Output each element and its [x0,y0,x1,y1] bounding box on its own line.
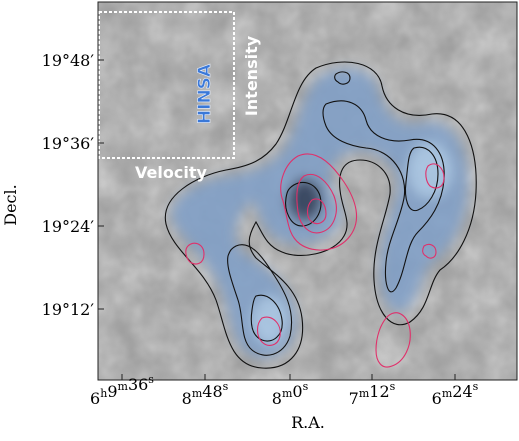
x-axis: 6h9m36s 8m48s 8m0s 7m12s 6m24s R.A. [90,373,479,432]
mid-contour-north [322,100,445,293]
y-tick-labels: 19°48′ 19°36′ 19°24′ 19°12′ [42,51,104,319]
dark-core-contour [285,181,322,227]
hinsa-contour-south [256,316,281,346]
y-tick-label: 19°48′ [42,51,95,70]
y-axis: Decl. 19°48′ 19°36′ 19°24′ 19°12′ [1,51,104,319]
hinsa-contour-east [425,163,445,189]
x-tick-label: 7m12s [349,380,396,408]
emission-peak-east [408,142,452,198]
x-tick-label: 8m0s [272,380,309,408]
outer-contour [164,61,477,369]
inset-hinsa-label: HINSA [195,63,215,124]
plot-frame [97,1,518,381]
hinsa-contour-southeast [375,312,411,368]
hinsa-contour-center-core [306,198,327,225]
y-tick-label: 19°36′ [42,134,95,153]
hinsa-contour-center-inner [296,174,337,234]
x-tick-labels: 6h9m36s 8m48s 8m0s 7m12s 6m24s [90,373,479,408]
inset-x-label: Velocity [135,163,207,182]
mid-contour-south [227,244,293,356]
y-tick-label: 19°12′ [42,300,95,319]
x-axis-label: R.A. [291,413,325,432]
inner-contour-east [404,146,439,212]
hinsa-contour-west [185,242,205,265]
map-area: HINSA Intensity Velocity [98,2,517,380]
hinsa-contour-small-east [422,243,437,259]
inset-spectrum-box: HINSA Intensity Velocity [98,11,261,182]
emission-dark-core [287,178,323,222]
x-tick-label: 6h9m36s [90,373,154,408]
y-tick-label: 19°24′ [42,217,95,236]
x-tick-label: 8m48s [182,380,229,408]
hinsa-contour-center-outer [280,153,358,251]
y-axis-label: Decl. [1,184,20,225]
small-contour-north [334,71,351,85]
inset-frame [98,11,235,159]
x-tick-label: 6m24s [432,380,479,408]
inner-contour-south [250,294,283,342]
inset-y-label: Intensity [242,35,261,116]
black-contours [164,61,477,369]
red-contours [185,153,445,368]
